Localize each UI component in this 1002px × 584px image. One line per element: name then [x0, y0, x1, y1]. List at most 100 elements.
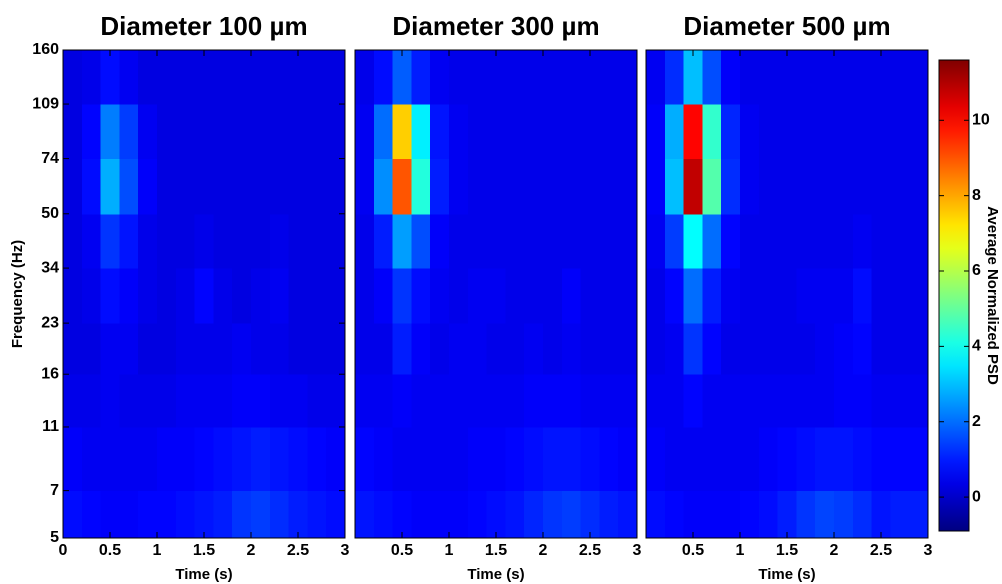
- heatmap-cell: [100, 490, 120, 539]
- heatmap-cell: [561, 490, 582, 539]
- heatmap-cell: [580, 490, 600, 539]
- heatmap-cell: [449, 426, 469, 492]
- heatmap-cell: [138, 490, 158, 539]
- heatmap-cell: [213, 426, 233, 492]
- heatmap-cell: [834, 426, 854, 492]
- heatmap-cell: [758, 374, 779, 428]
- heatmap-cell: [871, 426, 891, 492]
- heatmap-cell: [486, 50, 506, 105]
- heatmap-cell: [618, 158, 638, 215]
- heatmap-cell: [430, 490, 450, 539]
- heatmap-cell: [683, 158, 703, 215]
- heatmap-cell: [505, 374, 525, 428]
- y-axis-label: Frequency (Hz): [9, 240, 26, 348]
- heatmap-cell: [740, 104, 760, 160]
- heatmap-cell: [524, 426, 544, 492]
- heatmap-cell: [119, 50, 139, 105]
- heatmap-cell: [119, 426, 139, 492]
- y-tick-label: 74: [41, 150, 59, 167]
- heatmap-cell: [909, 158, 929, 215]
- heatmap-cell: [355, 323, 375, 375]
- heatmap-cell: [890, 490, 910, 539]
- heatmap-cell: [599, 323, 619, 375]
- heatmap-cell: [63, 213, 83, 269]
- heatmap-cell: [646, 323, 666, 375]
- heatmap-cell: [288, 268, 308, 324]
- heatmap-cell: [871, 374, 891, 428]
- x-tick-label: 1.5: [485, 542, 507, 559]
- heatmap-cell: [721, 426, 741, 492]
- heatmap-cell: [467, 50, 488, 105]
- heatmap-cell: [524, 213, 544, 269]
- heatmap-cell: [194, 490, 214, 539]
- heatmap-cell: [213, 104, 233, 160]
- heatmap-cell: [430, 426, 450, 492]
- heatmap-cell: [411, 374, 431, 428]
- heatmap-cell: [269, 213, 290, 269]
- heatmap-cell: [269, 268, 290, 324]
- heatmap-cell: [430, 323, 450, 375]
- heatmap-cell: [664, 426, 685, 492]
- heatmap-cell: [740, 158, 760, 215]
- heatmap-cell: [373, 104, 394, 160]
- heatmap-cell: [758, 50, 779, 105]
- heatmap-cell: [890, 104, 910, 160]
- heatmap-cell: [326, 268, 346, 324]
- heatmap-cell: [702, 323, 722, 375]
- heatmap-cell: [683, 323, 703, 375]
- heatmap-cell: [100, 268, 120, 324]
- heatmap-cell: [467, 323, 488, 375]
- heatmap-cell: [796, 268, 816, 324]
- heatmap-cell: [269, 158, 290, 215]
- heatmap-cell: [326, 158, 346, 215]
- heatmap-cell: [232, 374, 252, 428]
- heatmap-cell: [580, 268, 600, 324]
- heatmap-cell: [852, 323, 873, 375]
- heatmap-cell: [890, 158, 910, 215]
- heatmap-cell: [430, 374, 450, 428]
- heatmap-cell: [909, 213, 929, 269]
- panel-title: Diameter 500 µm: [683, 11, 890, 41]
- heatmap-cell: [618, 268, 638, 324]
- heatmap-cell: [758, 490, 779, 539]
- heatmap-cell: [175, 323, 196, 375]
- heatmap-cell: [449, 158, 469, 215]
- heatmap-cell: [646, 426, 666, 492]
- heatmap-cell: [505, 490, 525, 539]
- heatmap-cell: [834, 374, 854, 428]
- heatmap-cell: [852, 426, 873, 492]
- heatmap-cell: [307, 268, 327, 324]
- heatmap-cell: [599, 268, 619, 324]
- heatmap-cell: [288, 490, 308, 539]
- heatmap-cell: [543, 426, 563, 492]
- heatmap-cell: [119, 104, 139, 160]
- x-tick-label: 0.5: [99, 542, 121, 559]
- heatmap-cell: [890, 426, 910, 492]
- heatmap-cell: [740, 50, 760, 105]
- heatmap-cell: [796, 426, 816, 492]
- heatmap-cell: [721, 374, 741, 428]
- colorbar-tick-label: 6: [972, 262, 981, 279]
- heatmap-cell: [646, 490, 666, 539]
- heatmap-cell: [852, 50, 873, 105]
- heatmap-cell: [702, 426, 722, 492]
- heatmap-cell: [505, 323, 525, 375]
- heatmap-cell: [119, 268, 139, 324]
- heatmap-cell: [580, 213, 600, 269]
- heatmap-cell: [63, 490, 83, 539]
- heatmap-cell: [392, 323, 412, 375]
- heatmap-cell: [467, 268, 488, 324]
- heatmap-cell: [100, 158, 120, 215]
- heatmap-cell: [449, 490, 469, 539]
- heatmap-cell: [81, 50, 102, 105]
- heatmap-cell: [834, 158, 854, 215]
- heatmap-cell: [119, 323, 139, 375]
- heatmap-cell: [758, 268, 779, 324]
- heatmap-cell: [232, 50, 252, 105]
- heatmap-cell: [251, 426, 271, 492]
- heatmap-cell: [561, 426, 582, 492]
- heatmap-cell: [852, 213, 873, 269]
- heatmap-cell: [599, 426, 619, 492]
- heatmap-cell: [618, 323, 638, 375]
